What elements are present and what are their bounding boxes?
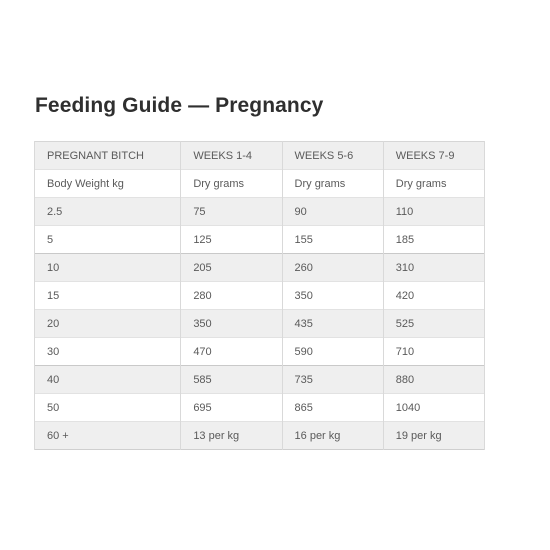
table-row: 5 125 155 185 [33, 225, 486, 254]
table-row: 20 350 435 525 [33, 309, 486, 338]
table-cell: 15 [33, 281, 182, 310]
table-cell: 525 [382, 309, 486, 338]
header-cell: WEEKS 7-9 [382, 141, 486, 170]
table-cell: 350 [180, 309, 283, 338]
subheader-cell: Dry grams [180, 169, 283, 198]
table-row: 30 470 590 710 [33, 337, 486, 366]
table-cell: 710 [382, 337, 486, 366]
table-cell: 470 [180, 337, 283, 366]
table-cell: 585 [180, 365, 283, 394]
table-cell: 865 [281, 393, 384, 422]
table-row: 15 280 350 420 [33, 281, 486, 310]
table-cell: 90 [281, 197, 384, 226]
table-cell: 185 [382, 225, 486, 254]
header-cell: PREGNANT BITCH [33, 141, 182, 170]
table-cell: 2.5 [33, 197, 182, 226]
table-cell: 350 [281, 281, 384, 310]
table-cell: 16 per kg [281, 421, 384, 450]
subheader-cell: Dry grams [382, 169, 486, 198]
table-cell: 420 [382, 281, 486, 310]
table-cell: 50 [33, 393, 182, 422]
table-cell: 75 [180, 197, 283, 226]
table-subheader-row: Body Weight kg Dry grams Dry grams Dry g… [33, 169, 486, 198]
table-cell: 590 [281, 337, 384, 366]
table-cell: 695 [180, 393, 283, 422]
table-cell: 40 [33, 365, 182, 394]
table-cell: 110 [382, 197, 486, 226]
table-cell: 310 [382, 253, 486, 282]
table-row: 50 695 865 1040 [33, 393, 486, 422]
table-cell: 880 [382, 365, 486, 394]
subheader-cell: Dry grams [281, 169, 384, 198]
header-cell: WEEKS 1-4 [180, 141, 283, 170]
table-cell: 260 [281, 253, 384, 282]
header-cell: WEEKS 5-6 [281, 141, 384, 170]
table-cell: 5 [33, 225, 182, 254]
table-cell: 205 [180, 253, 283, 282]
table-row: 40 585 735 880 [33, 365, 486, 394]
table-cell: 30 [33, 337, 182, 366]
subheader-cell: Body Weight kg [33, 169, 182, 198]
table-cell: 155 [281, 225, 384, 254]
table-cell: 60 + [33, 421, 182, 450]
table-header-row: PREGNANT BITCH WEEKS 1-4 WEEKS 5-6 WEEKS… [33, 141, 486, 170]
table-cell: 735 [281, 365, 384, 394]
feeding-table: PREGNANT BITCH WEEKS 1-4 WEEKS 5-6 WEEKS… [33, 141, 486, 450]
table-cell: 10 [33, 253, 182, 282]
table-cell: 19 per kg [382, 421, 486, 450]
table-cell: 1040 [382, 393, 486, 422]
page-title: Feeding Guide — Pregnancy [35, 94, 324, 117]
table-row: 2.5 75 90 110 [33, 197, 486, 226]
table-cell: 435 [281, 309, 384, 338]
table-row: 10 205 260 310 [33, 253, 486, 282]
table-cell: 280 [180, 281, 283, 310]
table-row: 60 + 13 per kg 16 per kg 19 per kg [33, 421, 486, 450]
table-cell: 13 per kg [180, 421, 283, 450]
table-cell: 20 [33, 309, 182, 338]
table-cell: 125 [180, 225, 283, 254]
